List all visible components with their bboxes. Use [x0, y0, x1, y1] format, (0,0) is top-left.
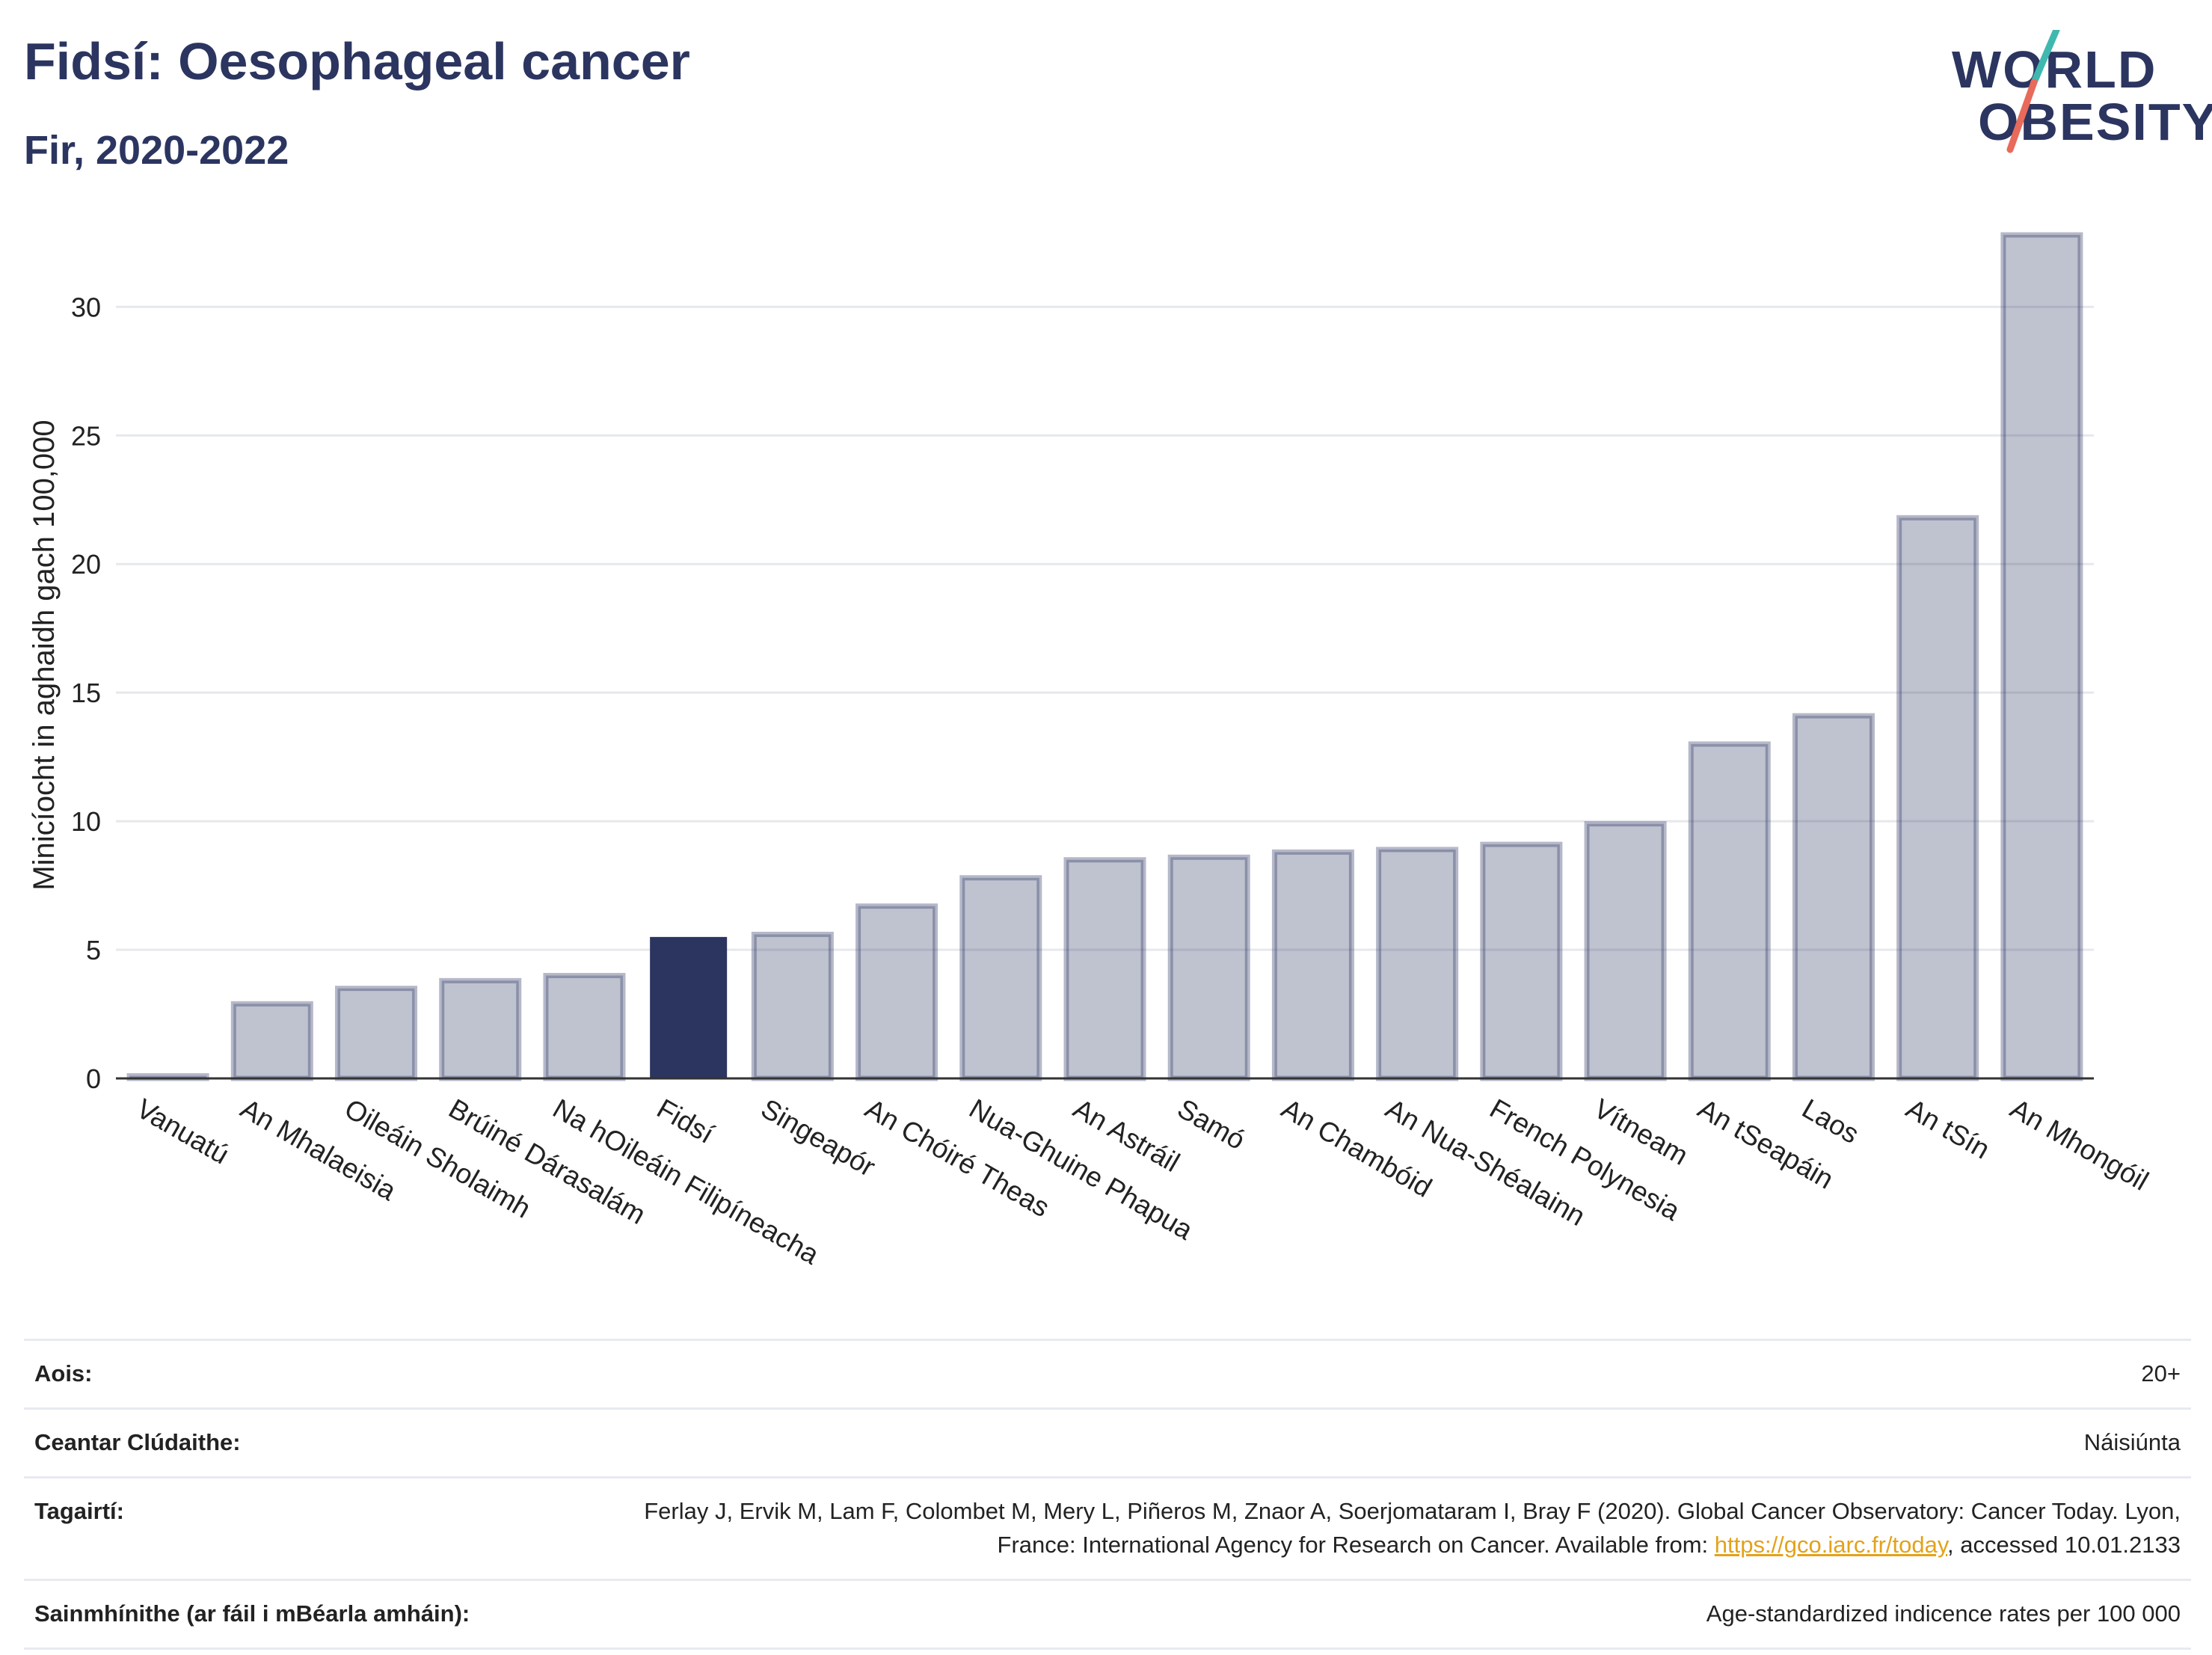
chart-subtitle: Fir, 2020-2022: [24, 128, 289, 173]
y-tick-label: 30: [71, 292, 101, 322]
reference-suffix: , accessed 10.01.2133: [1947, 1531, 2181, 1558]
bar-french-polynesia: [1480, 841, 1563, 1081]
y-tick-label: 15: [71, 678, 101, 708]
info-value: Ferlay J, Ervik M, Lam F, Colombet M, Me…: [568, 1477, 2191, 1579]
bar-laos: [1792, 713, 1875, 1081]
info-key: Ceantar Clúdaithe:: [34, 1428, 241, 1455]
bar-an-chamb-id: [1271, 849, 1354, 1081]
world-obesity-logo: WORLD OBESITY: [1952, 30, 2212, 157]
x-tick-label: Fidsí: [652, 1093, 720, 1149]
info-value: 20+: [2141, 1360, 2181, 1387]
info-row-definitions: Sainmhínithe (ar fáil i mBéarla amháin):…: [24, 1579, 2191, 1649]
info-key: Sainmhínithe (ar fáil i mBéarla amháin):: [34, 1600, 470, 1627]
reference-link[interactable]: https://gco.iarc.fr/today: [1714, 1531, 1948, 1558]
info-key: Tagairtí:: [34, 1497, 124, 1524]
info-table: Aois: 20+ Ceantar Clúdaithe: Náisiúnta T…: [24, 1339, 2191, 1650]
bar-an-ts-n: [1896, 515, 1979, 1081]
reference-text: Ferlay J, Ervik M, Lam F, Colombet M, Me…: [644, 1497, 2181, 1558]
y-tick-label: 20: [71, 549, 101, 580]
bar-oile-in-sholaimh: [335, 986, 418, 1081]
bar-an-mhalaeisia: [230, 1001, 313, 1081]
x-tick-label: An Mhongóil: [2005, 1093, 2154, 1196]
bar-br-in-d-rasal-m: [439, 977, 522, 1081]
bar-an-nua-sh-alainn: [1376, 847, 1459, 1081]
bar-nua-ghuine-phapua: [959, 875, 1042, 1081]
x-tick-label: An Chóiré Theas: [860, 1093, 1054, 1223]
bar-v-tneam: [1584, 821, 1667, 1081]
y-tick-label: 10: [71, 806, 101, 837]
info-value: Náisiúnta: [2083, 1428, 2181, 1455]
x-tick-label: An tSín: [1901, 1093, 1995, 1164]
grid-lines: [116, 305, 2094, 951]
bar-an-tseap-in: [1688, 741, 1771, 1081]
y-tick-labels: 0 5 10 15 20 25 30: [71, 292, 101, 1094]
bar-an-astr-il: [1063, 857, 1146, 1081]
x-tick-label: Singeapór: [756, 1093, 881, 1182]
y-tick-label: 5: [86, 935, 101, 965]
bar-an-mhong-il: [2000, 232, 2083, 1081]
bar-fids-: [650, 936, 728, 1078]
bar-na-hoile-in-filip-neacha: [543, 972, 626, 1081]
bars: [126, 232, 2083, 1081]
x-tick-label: Vanuatú: [132, 1093, 235, 1170]
bar-sam-: [1167, 854, 1250, 1081]
info-row-references: Tagairtí: Ferlay J, Ervik M, Lam F, Colo…: [24, 1477, 2191, 1579]
bar-singeap-r: [751, 931, 834, 1081]
info-value: Age-standardized indicence rates per 100…: [1706, 1600, 2181, 1627]
y-axis-label: Minicíocht in aghaidh gach 100,000: [28, 420, 61, 890]
logo-slash-icon: [2006, 30, 2060, 153]
chart-title: Fidsí: Oesophageal cancer: [24, 32, 690, 90]
info-row-coverage: Ceantar Clúdaithe: Náisiúnta: [24, 1408, 2191, 1477]
bar-an-ch-ir-theas: [855, 903, 938, 1081]
x-tick-label: Oileáin Sholaimh: [340, 1093, 536, 1223]
x-tick-label: Laos: [1797, 1093, 1864, 1149]
y-tick-label: 0: [86, 1063, 101, 1094]
y-tick-label: 25: [71, 420, 101, 451]
bar-chart: 0 5 10 15 20 25 30 Vanuatú An MhalaeisiaOileáin…: [28, 232, 2154, 1271]
x-tick-label: Samó: [1173, 1093, 1250, 1155]
logo-line1: WORLD: [1952, 40, 2157, 99]
info-key: Aois:: [34, 1360, 93, 1387]
info-row-age: Aois: 20+: [24, 1339, 2191, 1409]
